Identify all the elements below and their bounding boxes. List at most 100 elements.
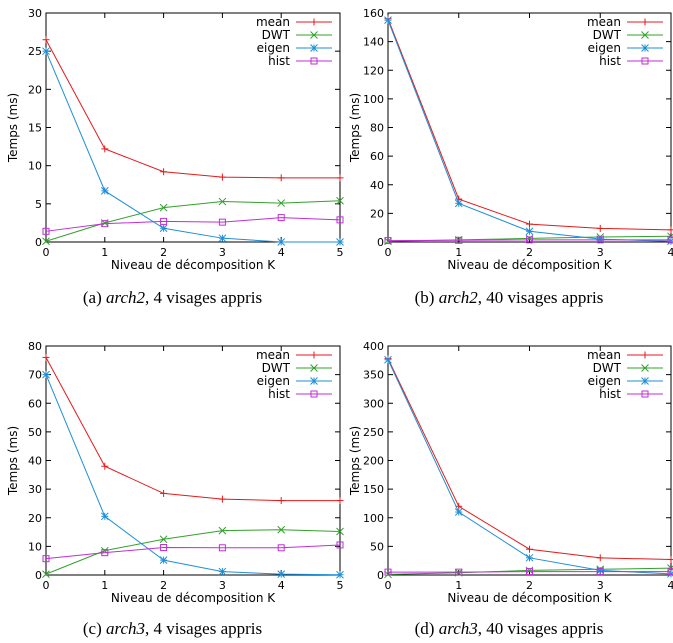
data-point-mean-d <box>596 554 604 562</box>
legend-marker-eigen-b <box>641 44 649 52</box>
y-tick-label-c: 60 <box>28 397 42 410</box>
chart-d-svg: 0 50 100 150 200 250 300 350 400 0 1 2 3 4 Niveau de d… <box>348 340 673 605</box>
legend-label-eigen-c: eigen <box>257 374 290 388</box>
series-line-eigen-d <box>387 359 672 575</box>
data-point-hist-c <box>218 544 226 552</box>
data-point-eigen-b <box>525 227 534 236</box>
legend-marker-mean-c <box>310 351 318 359</box>
chart-panel-d: 0 50 100 150 200 250 300 350 400 0 1 2 3 4 Niveau de d… <box>345 335 673 643</box>
y-tick-label-d: 200 <box>363 455 384 468</box>
data-point-hist-b <box>596 236 604 244</box>
data-point-eigen-d <box>596 566 605 575</box>
series-line-mean-c <box>45 357 340 502</box>
series-line-mean-d <box>387 358 672 561</box>
plot-frame-a <box>45 12 341 243</box>
legend-marker-DWT-d <box>641 364 649 372</box>
data-point-mean-b <box>596 224 604 232</box>
data-point-mean-a <box>336 174 344 182</box>
legend-label-eigen-b: eigen <box>588 41 621 55</box>
x-tick-label-d: 3 <box>597 579 604 592</box>
data-point-mean-c <box>160 489 168 497</box>
x-tick-label-a: 4 <box>278 246 285 259</box>
series-mean-a <box>42 36 344 182</box>
data-point-eigen-c <box>42 370 50 379</box>
y-tick-label-b: 140 <box>363 36 384 49</box>
data-point-eigen-a <box>159 224 168 233</box>
y-tick-label-c: 80 <box>28 340 42 353</box>
data-point-hist-d <box>455 568 463 576</box>
y-tick-label-a: 30 <box>28 7 42 20</box>
caption-b: (b) arch2, 40 visages appris <box>345 288 673 308</box>
series-line-DWT-c <box>45 529 341 575</box>
series-hist-c <box>42 541 344 563</box>
series-line-DWT-a <box>45 200 341 242</box>
chart-a-svg: 0 5 10 15 20 25 30 0 1 2 3 4 5 Niveau de décompositio… <box>6 7 344 272</box>
data-point-eigen-c <box>277 570 286 578</box>
data-point-eigen-d <box>525 553 534 562</box>
y-tick-label-c: 40 <box>28 455 42 468</box>
series-eigen-b <box>384 16 673 246</box>
data-point-hist-d <box>596 568 604 576</box>
data-point-eigen-c <box>159 556 168 564</box>
x-axis-label-a: Niveau de décomposition K <box>111 258 276 272</box>
y-axis-label-a: Temps (ms) <box>6 93 20 163</box>
legend-marker-hist-d <box>641 390 649 398</box>
data-point-eigen-a <box>218 234 227 243</box>
legend-marker-DWT-a <box>310 31 318 39</box>
data-point-eigen-b <box>454 199 463 208</box>
x-axis-label-c: Niveau de décomposition K <box>111 591 276 605</box>
y-tick-label-b: 100 <box>363 93 384 106</box>
legend-label-eigen-a: eigen <box>257 41 290 55</box>
legend-entry-mean-c: mean <box>256 348 332 362</box>
data-point-hist-b <box>526 236 533 244</box>
y-tick-label-b: 60 <box>370 150 384 163</box>
series-line-eigen-b <box>387 19 672 242</box>
caption-a: (a) arch2, 4 visages appris <box>0 288 345 308</box>
series-line-hist-b <box>387 239 671 242</box>
caption-c-prefix: (c) <box>82 619 106 638</box>
data-point-DWT-a <box>336 196 344 205</box>
data-point-DWT-c <box>218 526 227 535</box>
data-point-eigen-b <box>667 237 673 246</box>
x-tick-label-d: 2 <box>526 579 533 592</box>
caption-c-suffix: , 4 visages appris <box>145 619 263 638</box>
data-point-mean-a <box>42 36 50 44</box>
x-tick-label-c: 1 <box>101 579 108 592</box>
plot-frame-d <box>387 345 672 576</box>
data-point-mean-b <box>526 220 533 228</box>
x-tick-label-c: 0 <box>43 579 50 592</box>
x-axis-label-d: Niveau de décomposition K <box>447 591 612 605</box>
legend-entry-mean-a: mean <box>256 15 332 29</box>
data-point-hist-a <box>101 220 109 228</box>
chart-panel-c: 0 10 20 30 40 50 60 70 80 0 1 2 3 4 5 Niveau de décompo… <box>0 335 345 643</box>
data-point-mean-a <box>101 145 109 153</box>
data-point-DWT-c <box>42 570 50 578</box>
data-point-hist-c <box>336 541 344 549</box>
y-axis-label-d: Temps (ms) <box>348 426 362 496</box>
y-tick-label-c: 10 <box>28 540 42 553</box>
x-tick-label-b: 4 <box>668 246 673 259</box>
data-point-mean-c <box>277 497 285 505</box>
legend-label-hist-d: hist <box>599 387 621 401</box>
data-point-hist-d <box>526 568 533 576</box>
legend-label-mean-a: mean <box>256 15 290 29</box>
legend-entry-eigen-c: eigen <box>257 374 332 388</box>
data-point-eigen-c <box>100 512 109 521</box>
series-line-hist-d <box>388 571 671 573</box>
legend-entry-eigen-a: eigen <box>257 41 332 55</box>
data-point-eigen-d <box>384 355 392 364</box>
y-tick-label-a: 25 <box>28 45 42 58</box>
y-tick-label-d: 250 <box>363 426 384 439</box>
data-point-mean-d <box>667 556 673 564</box>
legend-entry-hist-c: hist <box>268 387 332 401</box>
y-tick-label-b: 40 <box>370 179 384 192</box>
series-eigen-a <box>42 47 344 246</box>
legend-entry-mean-d: mean <box>587 348 663 362</box>
series-line-hist-c <box>45 544 341 560</box>
caption-a-suffix: , 4 visages appris <box>145 288 263 307</box>
legend-marker-mean-b <box>641 18 649 26</box>
y-tick-label-a: 10 <box>28 160 42 173</box>
y-tick-label-d: 100 <box>363 512 384 525</box>
legend-label-hist-a: hist <box>268 54 290 68</box>
y-tick-label-a: 5 <box>35 198 42 211</box>
